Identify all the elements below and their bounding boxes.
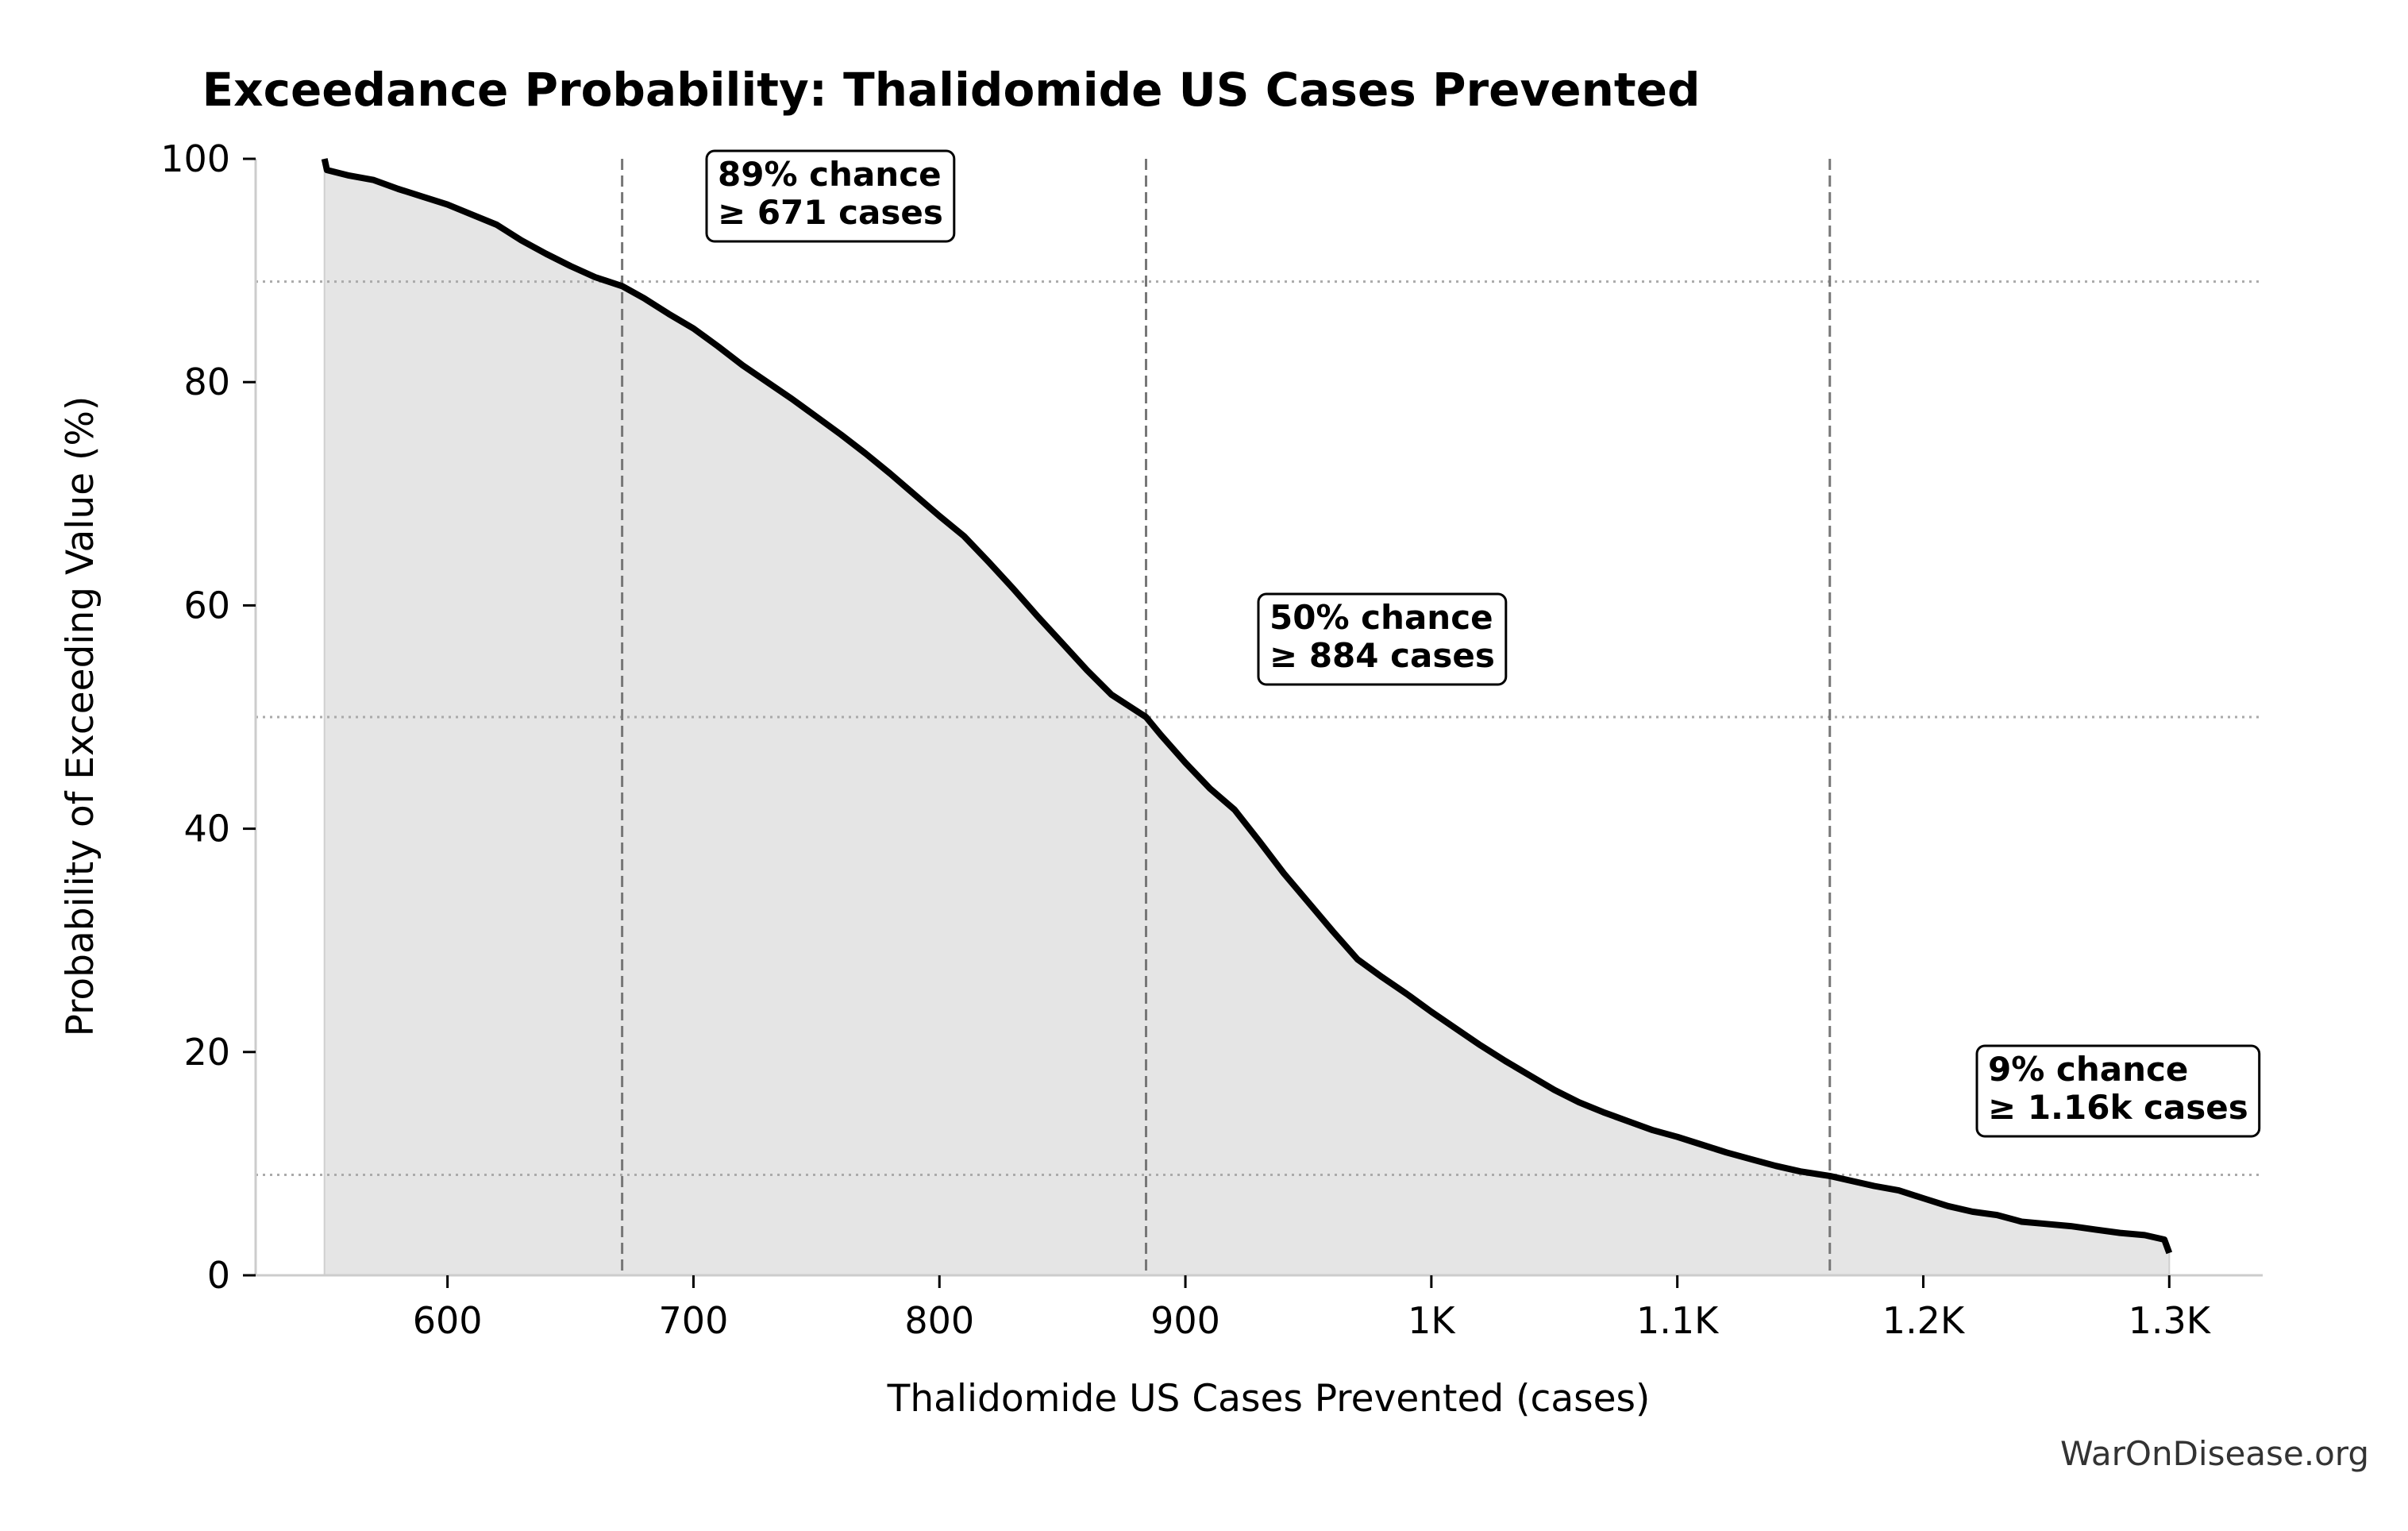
y-axis-ticks: 0 20 40 60 80 100 <box>160 137 256 1297</box>
annotation-line-1: 89% chance <box>718 155 942 194</box>
x-tick-label: 1.3K <box>2129 1299 2212 1342</box>
annotations: 89% chance≥ 671 cases 50% chance≥ 884 cas… <box>705 149 2261 1138</box>
x-tick-label: 600 <box>413 1299 483 1342</box>
x-axis-ticks: 600 700 800 900 1K 1.1K 1.2K 1.3K <box>413 1275 2212 1342</box>
watermark: WarOnDisease.org <box>2060 1434 2369 1473</box>
annotation-line-1: 50% chance <box>1269 598 1493 637</box>
exceedance-curve <box>321 158 2173 1255</box>
chart-title: Exceedance Probability: Thalidomide US C… <box>202 63 1701 117</box>
x-axis-label: Thalidomide US Cases Prevented (cases) <box>887 1377 1651 1421</box>
horizontal-reference-lines <box>256 280 2263 1176</box>
annotation-frame <box>1257 592 1508 686</box>
annotation-line-2: ≥ 1.16k cases <box>1988 1088 2248 1127</box>
annotation-box: 50% chance≥ 884 cases <box>1257 592 1508 686</box>
y-tick-label: 60 <box>183 584 230 627</box>
y-tick-label: 0 <box>207 1254 230 1297</box>
annotation-box: 9% chance≥ 1.16k cases <box>1975 1044 2261 1138</box>
annotation-line-1: 9% chance <box>1988 1050 2188 1089</box>
y-axis-label: Probability of Exceeding Value (%) <box>59 396 102 1037</box>
annotation-frame <box>1975 1044 2261 1138</box>
x-tick-label: 1.2K <box>1882 1299 1966 1342</box>
x-tick-label: 1K <box>1408 1299 1456 1342</box>
y-tick-label: 40 <box>183 808 230 850</box>
annotation-frame <box>705 149 956 243</box>
annotation-box: 89% chance≥ 671 cases <box>705 149 956 243</box>
y-tick-label: 100 <box>160 137 230 180</box>
y-tick-label: 20 <box>183 1031 230 1074</box>
x-tick-label: 700 <box>659 1299 729 1342</box>
x-tick-label: 1.1K <box>1636 1299 1720 1342</box>
plot-area: 600 700 800 900 1K 1.1K 1.2K 1.3K 020406080100 … <box>160 137 2263 1342</box>
x-tick-label: 900 <box>1150 1299 1220 1342</box>
annotation-line-2: ≥ 884 cases <box>1269 636 1495 675</box>
annotation-line-2: ≥ 671 cases <box>718 193 943 232</box>
x-tick-label: 800 <box>904 1299 974 1342</box>
y-tick-label: 80 <box>183 361 230 403</box>
